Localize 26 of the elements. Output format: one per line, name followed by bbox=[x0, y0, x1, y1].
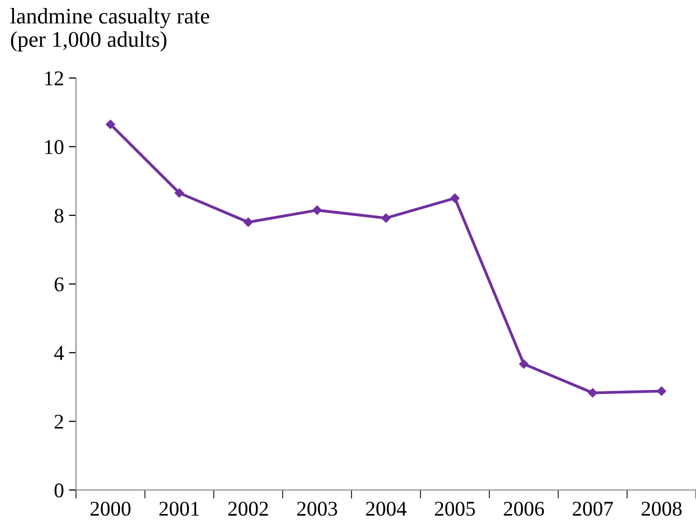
x-tick-label: 2004 bbox=[366, 502, 407, 516]
y-tick-label: 6 bbox=[54, 277, 64, 292]
point bbox=[174, 188, 184, 198]
x-tick-label: 2003 bbox=[297, 502, 338, 516]
x-tick-label: 2002 bbox=[228, 502, 268, 516]
x-tick-label: 2005 bbox=[434, 502, 475, 516]
point bbox=[588, 388, 598, 398]
y-tick-label: 0 bbox=[54, 483, 64, 498]
x-tick-label: 2006 bbox=[504, 502, 544, 516]
point bbox=[244, 218, 253, 227]
x-tick-label: 2000 bbox=[90, 502, 130, 516]
x-tick-label: 2001 bbox=[159, 502, 199, 516]
point bbox=[450, 194, 460, 203]
x-tick-label: 2007 bbox=[572, 502, 613, 516]
point bbox=[519, 359, 528, 369]
y-axis-title: landmine casualty rate (per 1,000 adults) bbox=[10, 8, 210, 52]
point bbox=[656, 386, 666, 396]
point bbox=[312, 206, 322, 215]
y-tick-label: 10 bbox=[45, 140, 64, 154]
point bbox=[106, 120, 116, 129]
x-tick-label: 2008 bbox=[642, 502, 682, 516]
y-tick-label: 8 bbox=[54, 208, 64, 223]
point bbox=[381, 213, 391, 223]
y-tick-label: 2 bbox=[54, 414, 64, 429]
y-tick-label: 4 bbox=[54, 346, 64, 360]
y-tick-label: 12 bbox=[45, 71, 64, 86]
